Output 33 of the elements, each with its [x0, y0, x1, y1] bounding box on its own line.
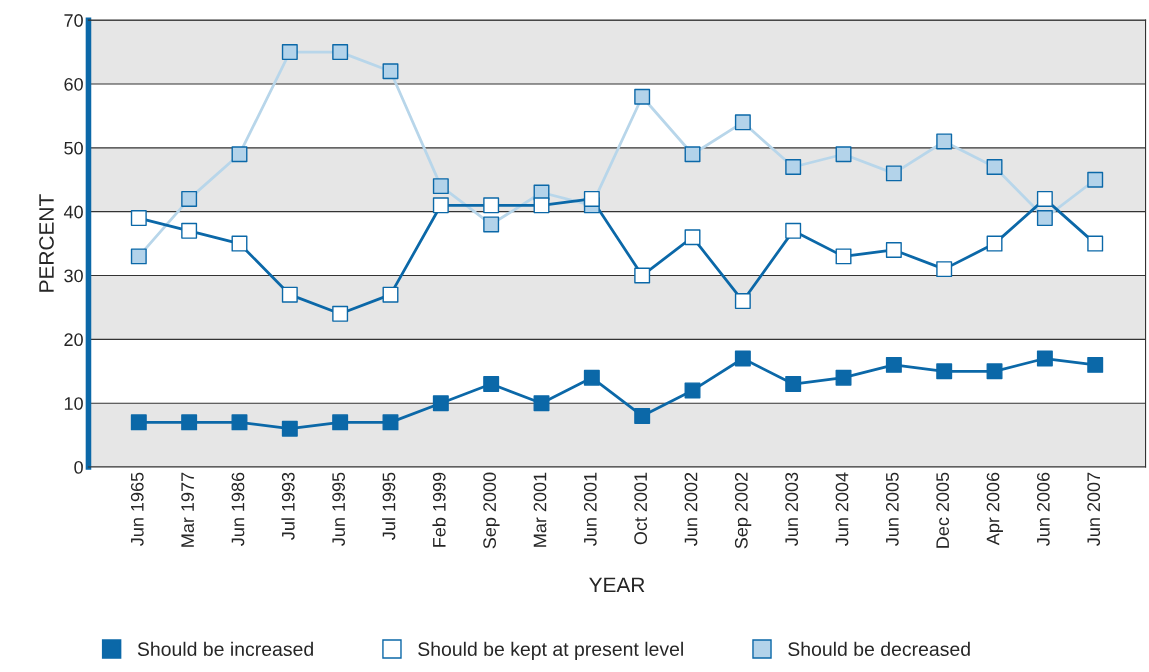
- x-tick-label: Dec 2005: [936, 472, 950, 548]
- y-tick-label: 0: [74, 460, 83, 474]
- x-tick-label: Jun 2007: [1087, 472, 1101, 546]
- y-tick-label: 30: [64, 269, 83, 283]
- x-tick-label: Jun 2003: [785, 472, 799, 546]
- legend-label: Should be kept at present level: [418, 641, 683, 660]
- x-tick-label: Jun 2001: [583, 472, 597, 546]
- y-tick-label: 20: [64, 333, 83, 347]
- x-tick-label: Oct 2001: [634, 472, 648, 545]
- x-tick-label: Apr 2006: [986, 472, 1003, 546]
- x-axis-title: YEAR: [589, 577, 645, 593]
- y-tick-label: 50: [64, 141, 83, 155]
- x-tick-label: Sep 2002: [734, 472, 752, 549]
- legend-label: Should be decreased: [788, 641, 970, 657]
- x-tick-label: Jun 2002: [684, 472, 698, 546]
- x-tick-label: Jul 1993: [281, 472, 295, 540]
- x-tick-label: Jun 2005: [885, 472, 899, 546]
- x-tick-label: Jun 1986: [231, 472, 245, 546]
- x-tick-label: Jun 2006: [1036, 472, 1050, 546]
- x-tick-label: Mar 2001: [533, 472, 547, 547]
- x-tick-label: Jun 1995: [332, 472, 346, 546]
- x-tick-label: Sep 2000: [483, 472, 500, 549]
- y-tick-label: 40: [63, 205, 83, 219]
- x-tick-label: Jun 2004: [835, 472, 849, 546]
- y-tick-label: 60: [64, 77, 83, 91]
- x-tick-label: Jun 1965: [130, 472, 144, 546]
- legend-label: Should be increased: [137, 641, 313, 657]
- y-axis-title: PERCENT: [39, 194, 54, 292]
- y-tick-label: 70: [64, 14, 83, 27]
- x-tick-label: Mar 1977: [181, 472, 194, 547]
- x-tick-label: Jul 1995: [382, 472, 396, 540]
- x-tick-label: Feb 1999: [432, 472, 446, 547]
- y-tick-label: 10: [64, 397, 83, 410]
